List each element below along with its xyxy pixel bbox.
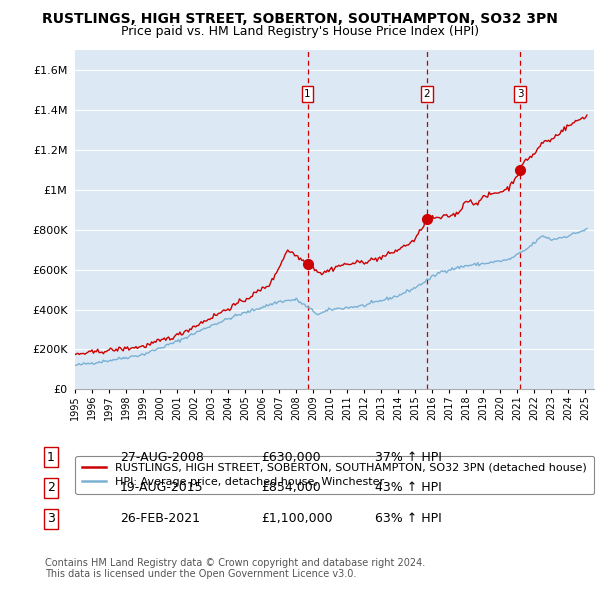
- Text: Price paid vs. HM Land Registry's House Price Index (HPI): Price paid vs. HM Land Registry's House …: [121, 25, 479, 38]
- Text: 1: 1: [304, 89, 311, 99]
- Text: 27-AUG-2008: 27-AUG-2008: [120, 451, 204, 464]
- Text: 43% ↑ HPI: 43% ↑ HPI: [375, 481, 442, 494]
- Text: Contains HM Land Registry data © Crown copyright and database right 2024.
This d: Contains HM Land Registry data © Crown c…: [45, 558, 425, 579]
- Text: 1: 1: [47, 451, 55, 464]
- Text: 2: 2: [47, 481, 55, 494]
- Text: 3: 3: [517, 89, 524, 99]
- Text: 63% ↑ HPI: 63% ↑ HPI: [375, 512, 442, 525]
- Text: £854,000: £854,000: [261, 481, 321, 494]
- Text: RUSTLINGS, HIGH STREET, SOBERTON, SOUTHAMPTON, SO32 3PN: RUSTLINGS, HIGH STREET, SOBERTON, SOUTHA…: [42, 12, 558, 26]
- Legend: RUSTLINGS, HIGH STREET, SOBERTON, SOUTHAMPTON, SO32 3PN (detached house), HPI: A: RUSTLINGS, HIGH STREET, SOBERTON, SOUTHA…: [76, 456, 594, 494]
- Text: 3: 3: [47, 512, 55, 525]
- Text: 19-AUG-2015: 19-AUG-2015: [120, 481, 203, 494]
- Text: 2: 2: [424, 89, 430, 99]
- Text: £1,100,000: £1,100,000: [261, 512, 332, 525]
- Text: £630,000: £630,000: [261, 451, 320, 464]
- Text: 26-FEB-2021: 26-FEB-2021: [120, 512, 200, 525]
- Text: 37% ↑ HPI: 37% ↑ HPI: [375, 451, 442, 464]
